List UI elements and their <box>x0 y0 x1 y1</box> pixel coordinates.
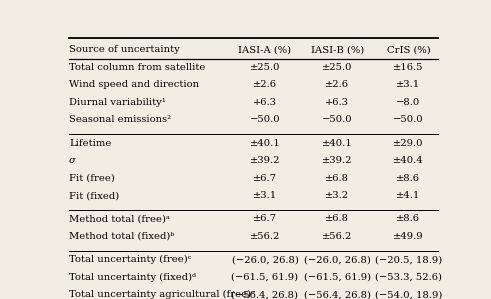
Text: ±29.0: ±29.0 <box>393 139 424 148</box>
Text: ±2.6: ±2.6 <box>325 80 349 89</box>
Text: ±6.8: ±6.8 <box>325 174 349 183</box>
Text: −8.0: −8.0 <box>396 98 420 107</box>
Text: ±40.1: ±40.1 <box>249 139 280 148</box>
Text: Total uncertainty (free)ᶜ: Total uncertainty (free)ᶜ <box>69 255 191 264</box>
Text: CrIS (%): CrIS (%) <box>386 45 430 54</box>
Text: ±6.8: ±6.8 <box>325 214 349 223</box>
Text: (−61.5, 61.9): (−61.5, 61.9) <box>231 273 299 282</box>
Text: Method total (fixed)ᵇ: Method total (fixed)ᵇ <box>69 232 174 241</box>
Text: σ: σ <box>69 156 76 165</box>
Text: ±25.0: ±25.0 <box>322 63 353 72</box>
Text: −50.0: −50.0 <box>322 115 353 124</box>
Text: +6.3: +6.3 <box>325 98 349 107</box>
Text: ±39.2: ±39.2 <box>322 156 353 165</box>
Text: (−53.3, 52.6): (−53.3, 52.6) <box>375 273 442 282</box>
Text: −50.0: −50.0 <box>249 115 280 124</box>
Text: ±49.9: ±49.9 <box>393 232 424 241</box>
Text: ±56.2: ±56.2 <box>250 232 280 241</box>
Text: IASI-B (%): IASI-B (%) <box>311 45 364 54</box>
Text: ±2.6: ±2.6 <box>253 80 277 89</box>
Text: Diurnal variability¹: Diurnal variability¹ <box>69 98 166 107</box>
Text: (−56.4, 26.8): (−56.4, 26.8) <box>304 290 371 299</box>
Text: Method total (free)ᵃ: Method total (free)ᵃ <box>69 214 170 223</box>
Text: Seasonal emissions²: Seasonal emissions² <box>69 115 171 124</box>
Text: +6.3: +6.3 <box>253 98 277 107</box>
Text: (−26.0, 26.8): (−26.0, 26.8) <box>232 255 299 264</box>
Text: ±40.1: ±40.1 <box>322 139 353 148</box>
Text: ±3.1: ±3.1 <box>253 191 277 200</box>
Text: ±4.1: ±4.1 <box>396 191 421 200</box>
Text: (−20.5, 18.9): (−20.5, 18.9) <box>375 255 442 264</box>
Text: ±8.6: ±8.6 <box>396 214 420 223</box>
Text: (−61.5, 61.9): (−61.5, 61.9) <box>304 273 371 282</box>
Text: Total uncertainty agricultural (free)ᵉ: Total uncertainty agricultural (free)ᵉ <box>69 290 255 299</box>
Text: Source of uncertainty: Source of uncertainty <box>69 45 180 54</box>
Text: ±3.2: ±3.2 <box>325 191 349 200</box>
Text: (−56.4, 26.8): (−56.4, 26.8) <box>231 290 299 299</box>
Text: (−26.0, 26.8): (−26.0, 26.8) <box>304 255 371 264</box>
Text: Fit (fixed): Fit (fixed) <box>69 191 119 200</box>
Text: ±6.7: ±6.7 <box>253 174 277 183</box>
Text: ±25.0: ±25.0 <box>250 63 280 72</box>
Text: ±8.6: ±8.6 <box>396 174 420 183</box>
Text: IASI-A (%): IASI-A (%) <box>239 45 292 54</box>
Text: ±40.4: ±40.4 <box>393 156 424 165</box>
Text: (−54.0, 18.9): (−54.0, 18.9) <box>375 290 442 299</box>
Text: −50.0: −50.0 <box>393 115 424 124</box>
Text: Lifetime: Lifetime <box>69 139 111 148</box>
Text: Wind speed and direction: Wind speed and direction <box>69 80 199 89</box>
Text: ±3.1: ±3.1 <box>396 80 420 89</box>
Text: Fit (free): Fit (free) <box>69 174 115 183</box>
Text: ±56.2: ±56.2 <box>322 232 353 241</box>
Text: ±16.5: ±16.5 <box>393 63 424 72</box>
Text: Total uncertainty (fixed)ᵈ: Total uncertainty (fixed)ᵈ <box>69 273 196 282</box>
Text: Total column from satellite: Total column from satellite <box>69 63 205 72</box>
Text: ±6.7: ±6.7 <box>253 214 277 223</box>
Text: ±39.2: ±39.2 <box>250 156 280 165</box>
